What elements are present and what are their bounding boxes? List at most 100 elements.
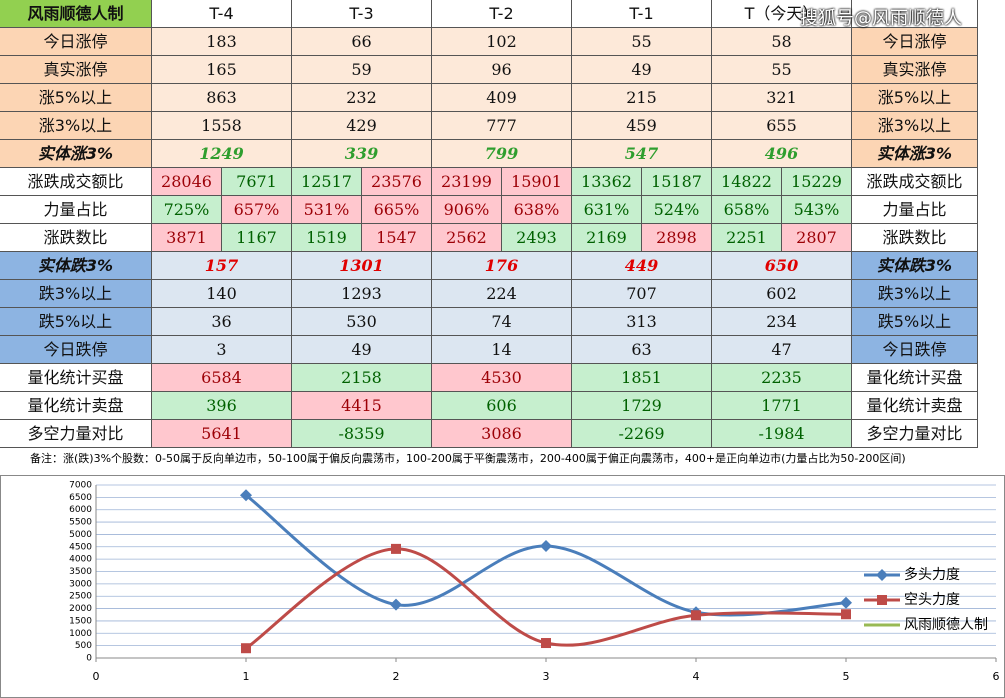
row-label: 涨跌数比 (852, 224, 978, 252)
cell: 429 (292, 112, 432, 140)
y-tick-label: 2000 (69, 604, 92, 614)
column-header: T-2 (432, 0, 572, 28)
chart: 0 500 1000 1500 2000 2500 3000 3500 4000 4500 5000… (0, 475, 1005, 698)
point (691, 610, 701, 621)
cell: 631% (572, 196, 642, 224)
cell: 339 (292, 140, 432, 168)
cell: 396 (152, 392, 292, 420)
row-label: 实体跌3% (0, 252, 152, 280)
cell: 547 (572, 140, 712, 168)
y-tick-label: 6000 (69, 505, 92, 515)
cell: 2562 (432, 224, 502, 252)
point (240, 489, 252, 502)
cell: 6584 (152, 364, 292, 392)
cell: 707 (572, 280, 712, 308)
row-label: 实体跌3% (852, 252, 978, 280)
row-label: 量化统计卖盘 (0, 392, 152, 420)
point (841, 609, 851, 620)
row-label: 涨5%以上 (852, 84, 978, 112)
row-label: 涨跌数比 (0, 224, 152, 252)
cell: 157 (152, 252, 292, 280)
x-tick-label: 2 (393, 670, 400, 683)
cell: 313 (572, 308, 712, 336)
cell: 49 (572, 56, 712, 84)
legend-label: 空头力度 (904, 592, 960, 608)
corner-cell: 风雨顺德人制 (0, 0, 152, 28)
row-label: 涨跌成交额比 (852, 168, 978, 196)
point (840, 596, 852, 609)
cell: 96 (432, 56, 572, 84)
y-tick-label: 7000 (69, 481, 92, 491)
cell: 1729 (572, 392, 712, 420)
cell: 530 (292, 308, 432, 336)
cell: 3 (152, 336, 292, 364)
cell: 224 (432, 280, 572, 308)
y-tick-label: 6500 (69, 493, 92, 503)
cell: 74 (432, 308, 572, 336)
point (540, 540, 552, 553)
row-label: 多空力量对比 (852, 420, 978, 448)
cell: 906% (432, 196, 502, 224)
cell: 602 (712, 280, 852, 308)
cell: 638% (502, 196, 572, 224)
cell: 665% (362, 196, 432, 224)
y-tick-label: 1500 (69, 616, 92, 626)
cell: 66 (292, 28, 432, 56)
point (241, 643, 251, 654)
cell: 2235 (712, 364, 852, 392)
y-tick-label: 5500 (69, 518, 92, 528)
cell: 5641 (152, 420, 292, 448)
row-label: 今日涨停 (852, 28, 978, 56)
row-label: 跌5%以上 (852, 308, 978, 336)
cell: 14 (432, 336, 572, 364)
cell: 49 (292, 336, 432, 364)
legend-label: 风雨顺德人制 (904, 617, 988, 633)
cell: 23199 (432, 168, 502, 196)
cell: 3871 (152, 224, 222, 252)
cell: 1851 (572, 364, 712, 392)
y-tick-label: 2500 (69, 592, 92, 602)
cell: 655 (712, 112, 852, 140)
x-tick-label: 4 (693, 670, 700, 683)
row-label: 涨3%以上 (0, 112, 152, 140)
cell: 1249 (152, 140, 292, 168)
cell: 102 (432, 28, 572, 56)
y-tick-label: 4000 (69, 555, 92, 565)
cell: 409 (432, 84, 572, 112)
column-header: T-3 (292, 0, 432, 28)
cell: 2493 (502, 224, 572, 252)
y-tick-label: 1000 (69, 629, 92, 639)
cell: 2158 (292, 364, 432, 392)
cell: -2269 (572, 420, 712, 448)
cell: 657% (222, 196, 292, 224)
cell: 176 (432, 252, 572, 280)
cell: 12517 (292, 168, 362, 196)
row-label: 力量占比 (852, 196, 978, 224)
row-label: 跌3%以上 (852, 280, 978, 308)
y-tick-label: 4500 (69, 542, 92, 552)
cell: 47 (712, 336, 852, 364)
cell: 58 (712, 28, 852, 56)
cell: 140 (152, 280, 292, 308)
x-tick-label: 5 (843, 670, 850, 683)
cell: 232 (292, 84, 432, 112)
row-label: 实体涨3% (0, 140, 152, 168)
row-label: 今日涨停 (0, 28, 152, 56)
point (541, 638, 551, 649)
cell: 3086 (432, 420, 572, 448)
cell: 165 (152, 56, 292, 84)
cell: 725% (152, 196, 222, 224)
cell: 449 (572, 252, 712, 280)
column-header: T-4 (152, 0, 292, 28)
row-label: 实体涨3% (852, 140, 978, 168)
cell: 183 (152, 28, 292, 56)
cell: 1547 (362, 224, 432, 252)
row-label: 真实涨停 (852, 56, 978, 84)
x-tick-label: 6 (993, 670, 1000, 683)
cell: 23576 (362, 168, 432, 196)
cell: 1771 (712, 392, 852, 420)
y-tick-label: 5000 (69, 530, 92, 540)
column-header: T（今天） (712, 0, 852, 28)
y-tick-label: 0 (86, 654, 92, 664)
